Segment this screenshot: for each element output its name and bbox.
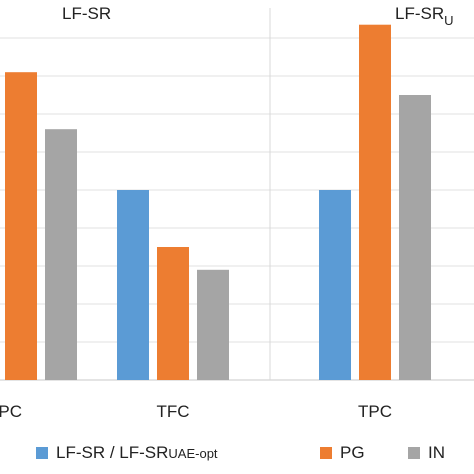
- legend-label-lfsr-sub: UAE-opt: [168, 445, 218, 461]
- panel-title-right-main: LF-SR: [395, 4, 445, 23]
- x-tick-label-tfc: TFC: [156, 402, 190, 421]
- legend-swatch-in: [408, 447, 420, 459]
- bar-in-tfc-1: [197, 269, 229, 380]
- x-tick-label-tpc-right: TPC: [358, 402, 392, 421]
- legend-swatch-lfsr: [36, 447, 48, 459]
- bar-lfsr-tpc-2: [319, 190, 351, 380]
- legend-label-lfsr: LF-SR / LF-SR: [56, 443, 169, 462]
- panel-title-right: LF-SRU: [395, 4, 454, 28]
- legend-label-pg: PG: [340, 443, 365, 462]
- panel-title-left: LF-SR: [62, 4, 112, 23]
- bar-in-tpc-2: [399, 95, 431, 380]
- bar-lfsr-tfc-1: [117, 190, 149, 380]
- bar-in-tpc-0: [45, 129, 77, 380]
- legend-item-lfsr: LF-SR / LF-SR UAE-opt: [36, 443, 218, 463]
- legend-item-pg: PG: [320, 443, 365, 463]
- legend-item-in: IN: [408, 443, 445, 463]
- legend-swatch-pg: [320, 447, 332, 459]
- legend: LF-SR / LF-SR UAE-opt PG IN: [0, 443, 474, 471]
- legend-label-in: IN: [428, 443, 445, 462]
- bar-pg-tfc-1: [157, 247, 189, 380]
- panel-title-right-sub: U: [444, 13, 454, 28]
- bar-pg-tpc-0: [5, 72, 37, 380]
- x-tick-label-tpc-left: TPC: [0, 402, 22, 421]
- bar-pg-tpc-2: [359, 24, 391, 380]
